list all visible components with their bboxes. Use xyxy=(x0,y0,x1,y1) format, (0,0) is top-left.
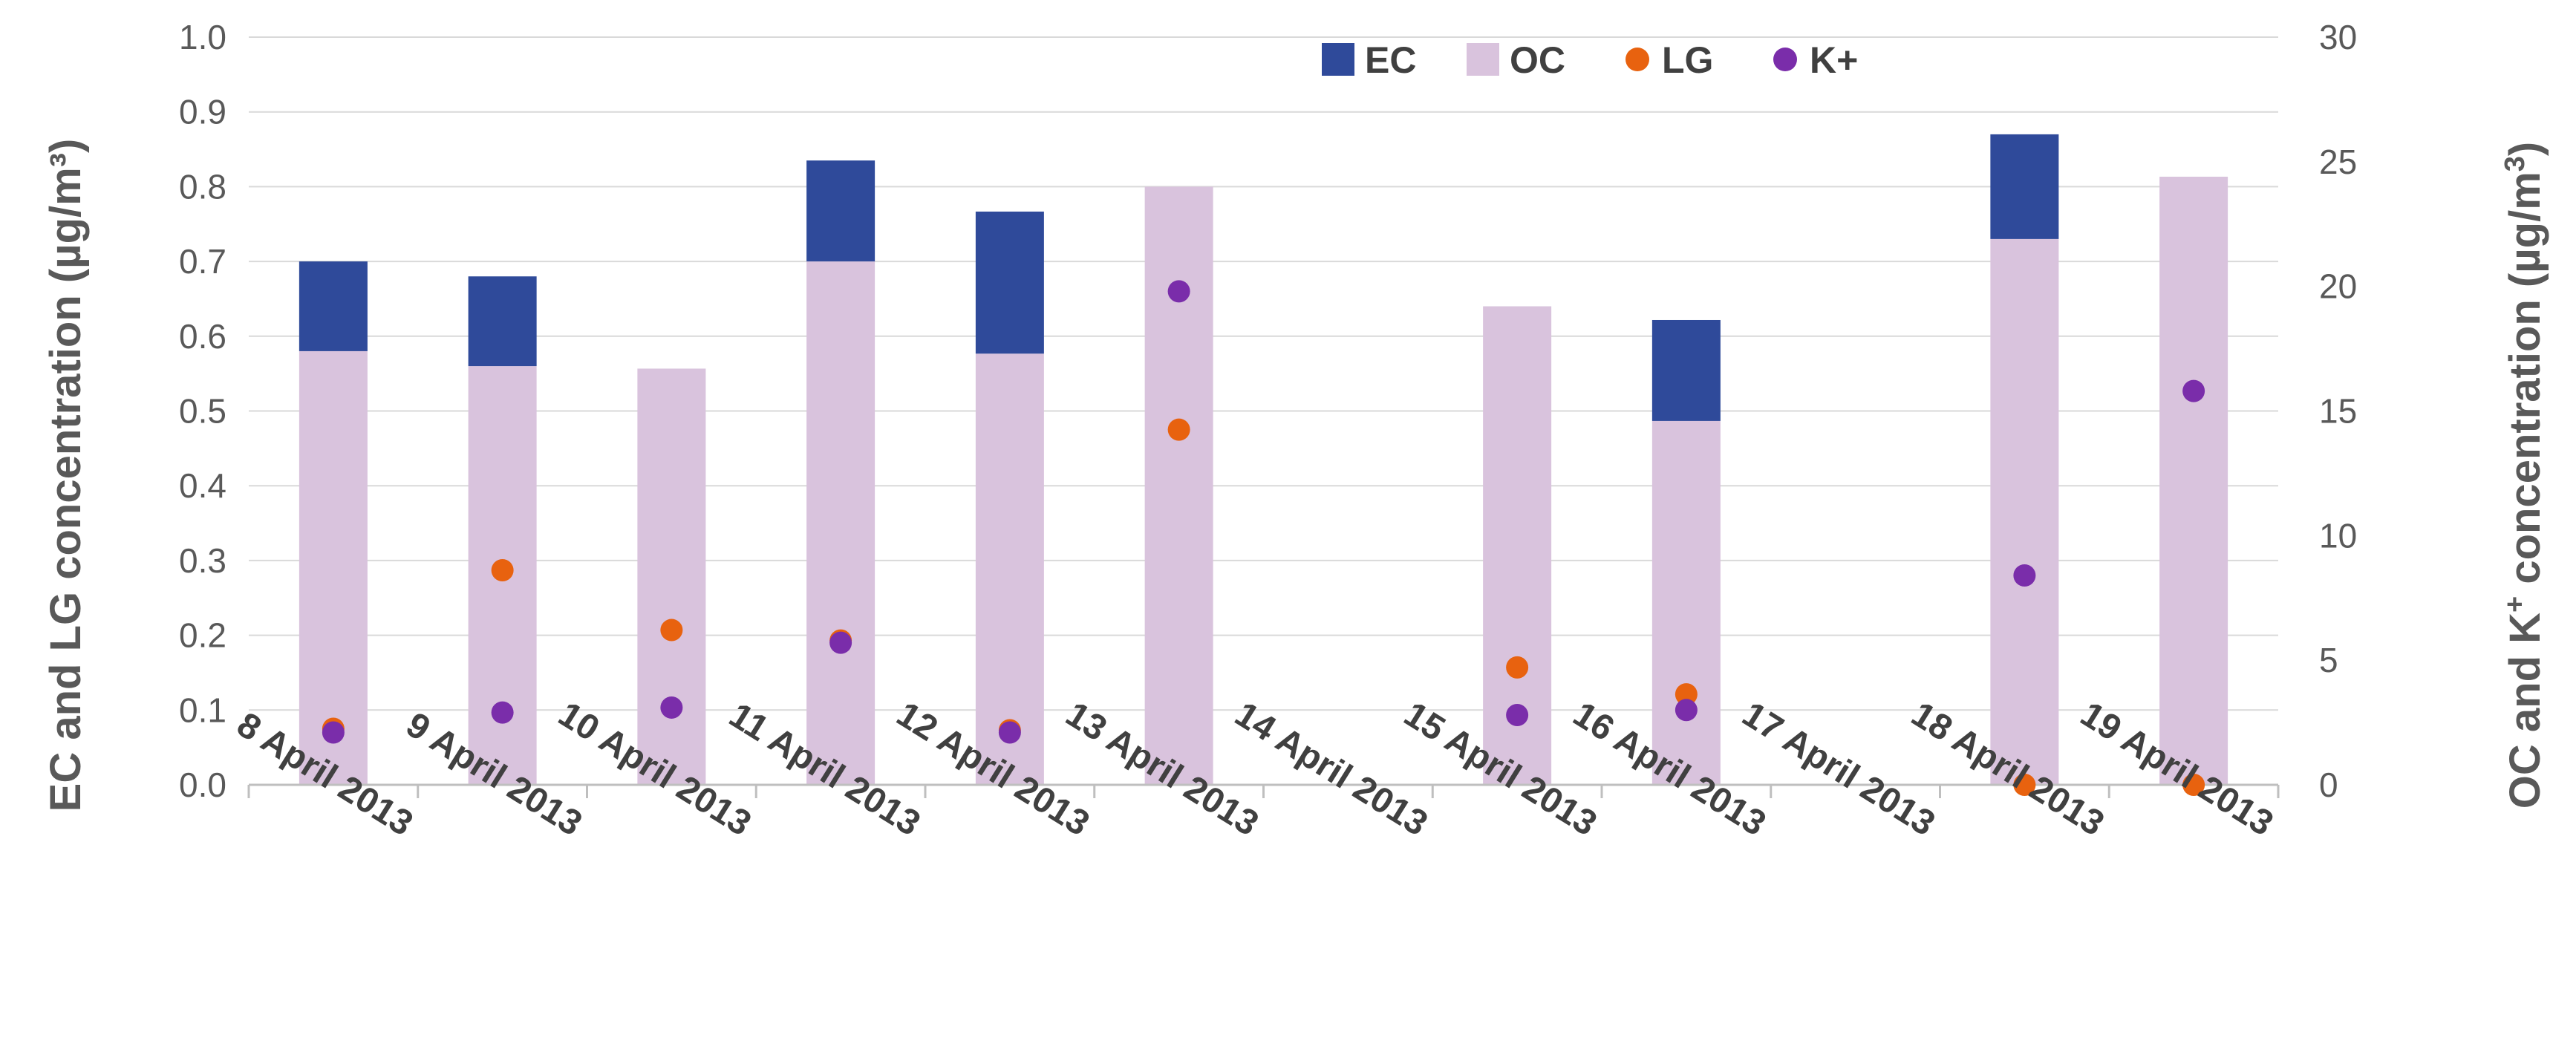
point-k xyxy=(829,631,852,654)
point-k xyxy=(1675,699,1698,722)
bar-ec xyxy=(1990,134,2059,239)
right-tick-label: 5 xyxy=(2319,641,2338,679)
left-tick-label: 0.9 xyxy=(179,93,226,131)
point-lg xyxy=(2182,774,2205,796)
right-axis-title-superscript: 3 xyxy=(2500,156,2531,172)
left-tick-label: 0.2 xyxy=(179,616,226,655)
bar-ec xyxy=(806,160,875,262)
legend-marker-k xyxy=(1773,48,1797,71)
legend-label-k: K+ xyxy=(1810,39,1858,81)
left-tick-label: 0.5 xyxy=(179,392,226,431)
bar-oc xyxy=(299,350,368,785)
left-tick-label: 0.0 xyxy=(179,766,226,804)
bar-oc xyxy=(1144,186,1213,785)
point-lg xyxy=(660,619,683,642)
legend-label-ec: EC xyxy=(1365,39,1416,81)
bar-ec xyxy=(975,211,1044,354)
right-axis-title-part: OC and K xyxy=(2501,613,2549,809)
point-k xyxy=(322,721,345,744)
left-axis-ticks: 0.0 0.1 0.2 0.3 0.4 0.5 0.6 0.7 0.8 0.9 1.0 xyxy=(179,18,226,804)
legend-marker-lg xyxy=(1626,48,1649,71)
left-axis-title: EC and LG concentration (µg/m³) xyxy=(42,139,90,812)
right-tick-label: 30 xyxy=(2319,18,2357,56)
right-tick-label: 10 xyxy=(2319,516,2357,555)
right-axis-title-part: concentration (µg/m xyxy=(2501,172,2549,596)
bar-oc xyxy=(2159,176,2228,785)
right-axis-title: OC and K+ concentration (µg/m3) xyxy=(2500,142,2549,809)
left-tick-label: 1.0 xyxy=(179,18,226,56)
bar-oc xyxy=(1990,238,2059,785)
right-axis-ticks: 0 5 10 15 20 25 30 xyxy=(2319,18,2357,804)
point-k xyxy=(2182,379,2205,402)
right-tick-label: 15 xyxy=(2319,392,2357,431)
bar-ec xyxy=(1651,319,1721,421)
legend-swatch-ec xyxy=(1322,43,1354,76)
point-k xyxy=(660,696,683,719)
gridlines xyxy=(249,36,2278,711)
point-k xyxy=(1506,704,1529,727)
bar-oc xyxy=(637,368,706,786)
points xyxy=(322,280,2205,796)
point-lg xyxy=(1167,418,1190,441)
right-tick-label: 25 xyxy=(2319,143,2357,181)
left-tick-label: 0.1 xyxy=(179,691,226,729)
bars xyxy=(299,134,2228,786)
point-lg xyxy=(2013,774,2036,796)
right-axis-title-superscript: + xyxy=(2500,596,2531,613)
axes xyxy=(247,783,2280,798)
point-k xyxy=(1167,280,1190,303)
left-tick-label: 0.7 xyxy=(179,242,226,281)
point-k xyxy=(491,701,514,724)
left-tick-label: 0.3 xyxy=(179,541,226,580)
right-axis-title-part: ) xyxy=(2501,142,2549,156)
point-lg xyxy=(491,558,514,581)
left-tick-label: 0.4 xyxy=(179,466,226,505)
point-lg xyxy=(1675,683,1698,706)
bar-ec xyxy=(299,261,368,351)
left-tick-label: 0.8 xyxy=(179,167,226,206)
bar-ec xyxy=(468,276,537,367)
legend-label-lg: LG xyxy=(1662,39,1713,81)
point-lg xyxy=(1506,656,1529,679)
legend: EC OC LG K+ xyxy=(1322,39,1858,81)
left-tick-label: 0.6 xyxy=(179,317,226,356)
legend-label-oc: OC xyxy=(1510,39,1565,81)
point-k xyxy=(998,721,1021,744)
right-tick-label: 0 xyxy=(2319,766,2338,804)
bar-oc xyxy=(975,353,1044,786)
right-tick-label: 20 xyxy=(2319,267,2357,306)
bar-oc xyxy=(806,261,875,786)
bar-oc xyxy=(1651,420,1721,785)
legend-swatch-oc xyxy=(1467,43,1499,76)
point-k xyxy=(2013,564,2036,587)
